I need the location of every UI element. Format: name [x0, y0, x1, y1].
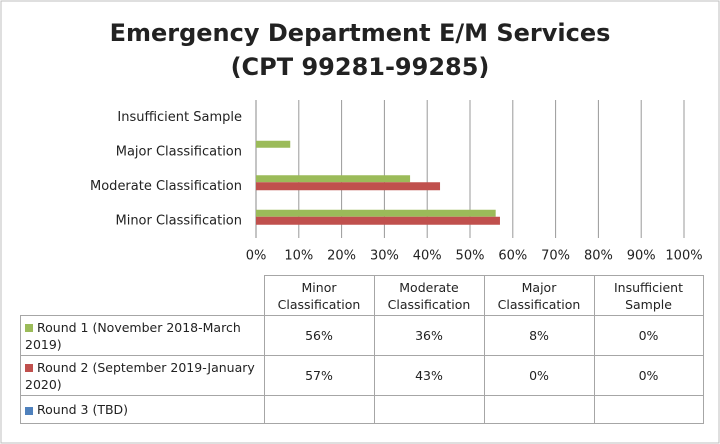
- table-cell: 0%: [483, 355, 595, 396]
- table-cell: [593, 395, 704, 424]
- legend-swatch: [25, 364, 33, 372]
- table-header: Moderate Classification: [373, 275, 485, 316]
- y-tick-label: Insufficient Sample: [117, 110, 242, 125]
- legend-label: Round 2 (September 2019-January 2020): [25, 359, 255, 392]
- x-tick-label: 40%: [413, 249, 442, 264]
- x-tick-label: 10%: [284, 249, 313, 264]
- table-header: Minor Classification: [263, 275, 375, 316]
- legend-cell: Round 3 (TBD): [20, 395, 265, 424]
- legend-cell: Round 1 (November 2018-March 2019): [20, 315, 265, 356]
- legend-label: Round 1 (November 2018-March 2019): [25, 319, 241, 352]
- table-cell: [263, 395, 375, 424]
- legend-cell: Round 2 (September 2019-January 2020): [20, 355, 265, 396]
- x-tick-label: 60%: [498, 249, 527, 264]
- table-cell: 0%: [593, 315, 704, 356]
- table-header: Major Classification: [483, 275, 595, 316]
- table-cell: 0%: [593, 355, 704, 396]
- bar: [256, 140, 291, 148]
- x-tick-label: 0%: [246, 249, 267, 264]
- legend-swatch: [25, 406, 33, 415]
- table-row: Round 2 (September 2019-January 2020) 57%…: [20, 355, 704, 396]
- table-row: Round 1 (November 2018-March 2019) 56% 36%…: [20, 315, 704, 356]
- table-cell: [483, 395, 595, 424]
- table-cell: [373, 395, 485, 424]
- table-cell: 43%: [373, 355, 485, 396]
- table-header: Insufficient Sample: [593, 275, 704, 316]
- x-tick-label: 90%: [627, 249, 656, 264]
- bar: [256, 209, 496, 217]
- bar: [256, 182, 441, 191]
- table-row: Round 3 (TBD): [20, 395, 704, 424]
- table-cell: 8%: [483, 315, 595, 356]
- y-tick-label: Moderate Classification: [90, 179, 242, 194]
- chart-title: Emergency Department E/M Services: [110, 19, 611, 47]
- x-tick-label: 80%: [584, 249, 613, 264]
- y-tick-label: Major Classification: [116, 144, 242, 159]
- table-cell: 36%: [373, 315, 485, 356]
- table-cell: 56%: [263, 315, 375, 356]
- x-tick-label: 70%: [541, 249, 570, 264]
- legend-label: Round 3 (TBD): [37, 402, 129, 417]
- data-table: Minor Classification Moderate Classificat…: [20, 275, 704, 424]
- x-tick-label: 30%: [370, 249, 399, 264]
- table-corner: [20, 275, 265, 316]
- x-tick-label: 100%: [665, 249, 702, 264]
- table-cell: 57%: [263, 355, 375, 396]
- y-tick-label: Minor Classification: [115, 213, 242, 228]
- legend-swatch: [25, 324, 33, 332]
- chart-subtitle: (CPT 99281-99285): [231, 53, 490, 81]
- table-header-row: Minor Classification Moderate Classificat…: [20, 275, 704, 316]
- x-tick-label: 50%: [456, 249, 485, 264]
- bar: [256, 216, 500, 225]
- x-tick-label: 20%: [327, 249, 356, 264]
- bar: [256, 175, 411, 183]
